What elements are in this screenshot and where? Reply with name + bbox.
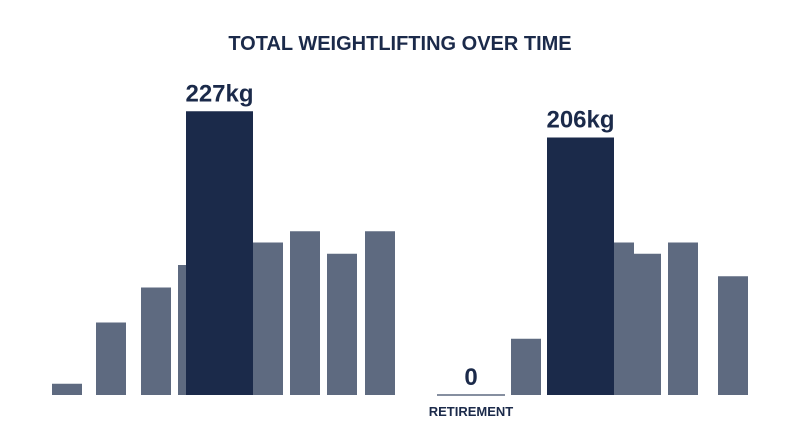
bar <box>511 338 541 395</box>
bar <box>52 383 82 395</box>
x-tick-label: RETIREMENT <box>429 404 514 419</box>
bar <box>668 242 698 395</box>
bar <box>365 231 395 395</box>
bar <box>718 276 748 395</box>
bar <box>186 111 253 395</box>
bar <box>547 137 614 395</box>
bar <box>141 287 171 395</box>
value-label: 206kg <box>546 107 614 134</box>
value-label: 0 <box>464 364 477 391</box>
bar <box>290 231 320 395</box>
value-label: 227kg <box>185 80 253 107</box>
bar <box>631 253 661 395</box>
bar <box>327 253 357 395</box>
bar <box>96 322 126 395</box>
chart-title: TOTAL WEIGHTLIFTING OVER TIME <box>228 33 571 55</box>
bar <box>253 242 283 395</box>
